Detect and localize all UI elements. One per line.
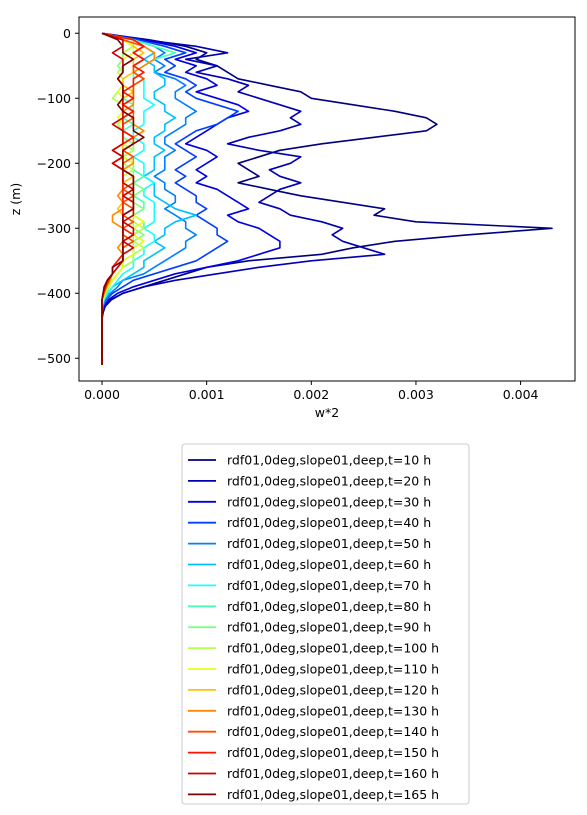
series-layer [101,32,553,365]
legend-label: rdf01,0deg,slope01,deep,t=120 h [227,682,439,697]
legend-label: rdf01,0deg,slope01,deep,t=130 h [227,703,439,718]
y-axis-label: z (m) [8,183,23,215]
plot-frame [78,16,576,382]
x-tick-label: 0.001 [189,387,225,402]
x-tick-label: 0.000 [84,387,120,402]
legend-label: rdf01,0deg,slope01,deep,t=50 h [227,536,431,551]
x-tick-label: 0.004 [503,387,539,402]
y-tick-label: −300 [37,221,71,236]
y-tick-label: 0 [63,26,71,41]
legend-label: rdf01,0deg,slope01,deep,t=165 h [227,787,439,802]
legend-label: rdf01,0deg,slope01,deep,t=70 h [227,578,431,593]
legend-label: rdf01,0deg,slope01,deep,t=10 h [227,453,431,468]
legend-label: rdf01,0deg,slope01,deep,t=100 h [227,641,439,656]
legend-label: rdf01,0deg,slope01,deep,t=160 h [227,766,439,781]
legend-items: rdf01,0deg,slope01,deep,t=10 h rdf01,0deg… [188,453,439,802]
legend-label: rdf01,0deg,slope01,deep,t=60 h [227,557,431,572]
x-tick-label: 0.002 [293,387,329,402]
legend-label: rdf01,0deg,slope01,deep,t=40 h [227,515,431,530]
x-axis: 0.000 0.001 0.002 0.003 0.004 [84,381,539,402]
legend-label: rdf01,0deg,slope01,deep,t=110 h [227,662,439,677]
plot-area [79,17,575,381]
y-tick-label: −100 [37,91,71,106]
x-axis-label: w*2 [315,405,339,420]
y-tick-label: −200 [37,156,71,171]
y-axis: 0 −100 −200 −300 −400 −500 [37,26,79,366]
legend: rdf01,0deg,slope01,deep,t=10 h rdf01,0deg… [181,443,470,805]
legend-label: rdf01,0deg,slope01,deep,t=150 h [227,745,439,760]
legend-label: rdf01,0deg,slope01,deep,t=80 h [227,599,431,614]
legend-frame [181,443,470,805]
series-line-17 [101,32,145,365]
legend-label: rdf01,0deg,slope01,deep,t=30 h [227,494,431,509]
y-tick-label: −400 [37,286,71,301]
x-tick-label: 0.003 [398,387,434,402]
legend-label: rdf01,0deg,slope01,deep,t=20 h [227,473,431,488]
legend-label: rdf01,0deg,slope01,deep,t=90 h [227,620,431,635]
legend-label: rdf01,0deg,slope01,deep,t=140 h [227,724,439,739]
y-tick-label: −500 [37,351,71,366]
